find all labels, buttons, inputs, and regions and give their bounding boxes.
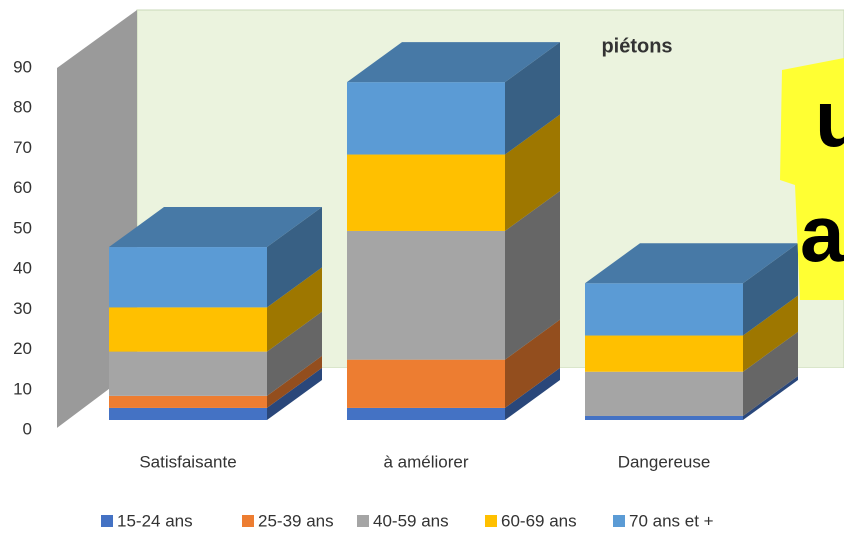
bar-side xyxy=(505,42,560,155)
y-tick-label: 20 xyxy=(13,339,32,358)
y-tick-label: 40 xyxy=(13,259,32,278)
y-tick-label: 10 xyxy=(13,379,32,398)
bar-side xyxy=(267,267,322,352)
bar-side xyxy=(743,375,798,420)
legend-swatch xyxy=(613,515,625,527)
bar xyxy=(109,395,267,408)
x-tick-label: à améliorer xyxy=(383,452,468,471)
y-tick-label: 60 xyxy=(13,178,32,197)
annotation: u xyxy=(815,74,844,163)
plot-area xyxy=(109,42,798,420)
y-tick-label: 50 xyxy=(13,218,32,237)
legend-label: 60-69 ans xyxy=(501,511,577,530)
legend-swatch xyxy=(357,515,369,527)
bar xyxy=(109,351,267,396)
y-tick-label: 90 xyxy=(13,57,32,76)
bar xyxy=(585,335,743,372)
legend: 15-24 ans 25-39 ans 40-59 ans 60-69 ans 70 a… xyxy=(101,511,714,530)
bar-side xyxy=(743,243,798,336)
chart-title: piétons xyxy=(601,35,672,57)
bar xyxy=(347,154,505,231)
bar xyxy=(585,283,743,336)
bar xyxy=(347,230,505,360)
legend-swatch xyxy=(101,515,113,527)
x-tick-label: Dangereuse xyxy=(618,452,711,471)
overlay-note: u a xyxy=(780,58,844,300)
bar-side xyxy=(743,295,798,372)
y-tick-label: 0 xyxy=(23,419,32,438)
bar-side xyxy=(505,190,560,360)
bar xyxy=(585,415,743,420)
y-tick-label: 80 xyxy=(13,98,32,117)
bar-top xyxy=(585,243,798,284)
bar-top xyxy=(109,207,322,248)
bar-side xyxy=(267,311,322,396)
bar xyxy=(347,407,505,420)
bar xyxy=(585,371,743,416)
legend-label: 25-39 ans xyxy=(258,511,334,530)
bar-side xyxy=(505,319,560,408)
bar xyxy=(109,307,267,352)
bar-side xyxy=(505,114,560,231)
bar-side xyxy=(743,331,798,416)
bar-side xyxy=(267,367,322,420)
legend-label: 70 ans et + xyxy=(629,511,714,530)
bar xyxy=(109,407,267,420)
legend-label: 15-24 ans xyxy=(117,511,193,530)
sticky-note xyxy=(780,58,844,300)
bar-side xyxy=(267,207,322,308)
bar-side xyxy=(267,355,322,408)
bar xyxy=(109,247,267,308)
x-tick-label: Satisfaisante xyxy=(139,452,236,471)
legend-swatch xyxy=(485,515,497,527)
bar xyxy=(347,82,505,155)
legend-label: 40-59 ans xyxy=(373,511,449,530)
bar xyxy=(347,359,505,408)
y-tick-label: 30 xyxy=(13,299,32,318)
bar-top xyxy=(347,42,560,83)
legend-swatch xyxy=(242,515,254,527)
annotation: a xyxy=(800,189,844,278)
bar-side xyxy=(505,367,560,420)
y-tick-label: 70 xyxy=(13,138,32,157)
